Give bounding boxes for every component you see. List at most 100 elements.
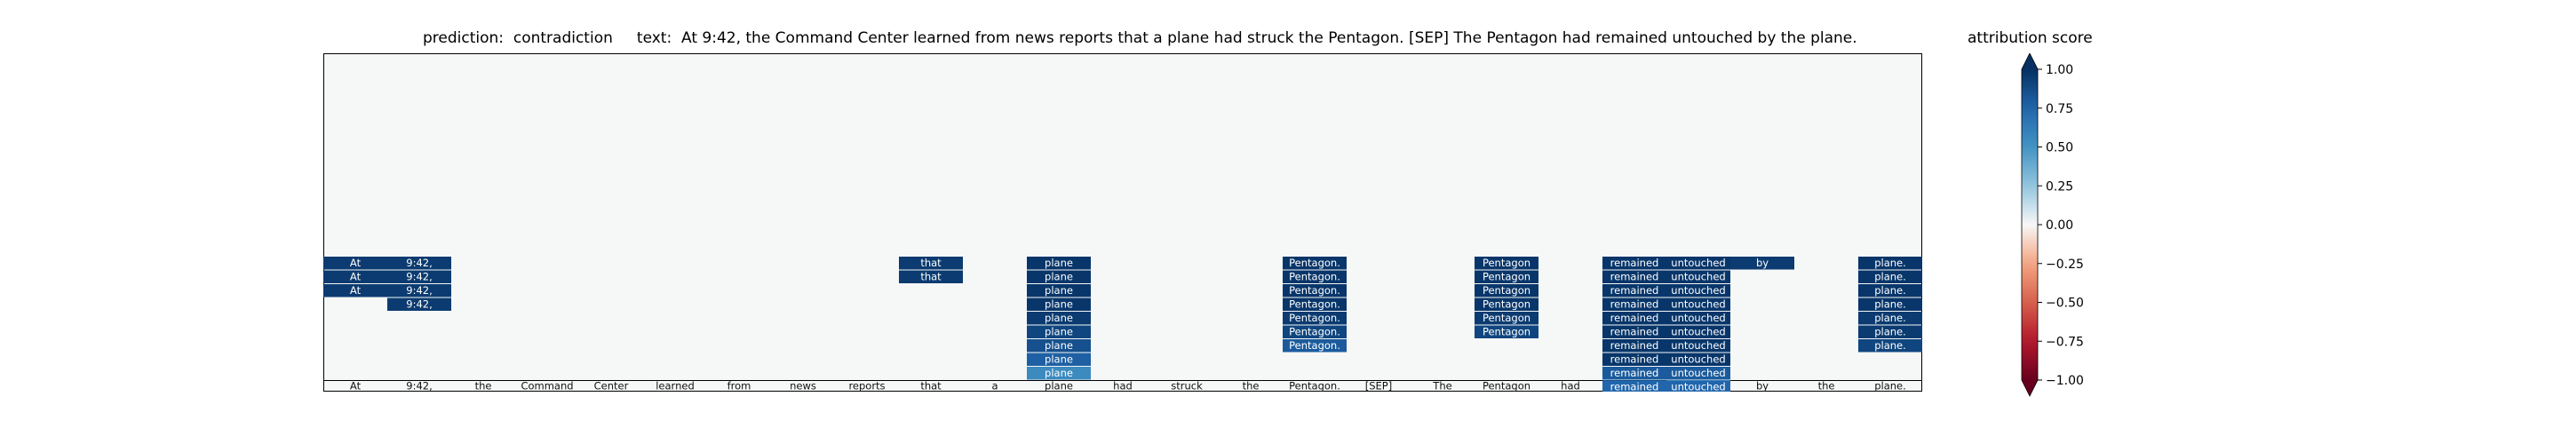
stack-cell-label-11-1: plane — [1045, 271, 1073, 283]
text-label: text: — [636, 29, 672, 47]
stack-cell-24-6 — [1858, 339, 1922, 353]
stack-cell-label-11-5: plane — [1045, 326, 1073, 338]
stack-cell-21-7 — [1666, 353, 1730, 366]
stack-cell-21-8 — [1666, 367, 1730, 380]
stack-cell-label-20-4: remained — [1610, 312, 1659, 324]
token-label-9-that: that — [920, 380, 942, 392]
token-label-8-reports: reports — [848, 380, 885, 392]
colorbar-tick-label-5: −0.25 — [2046, 258, 2084, 272]
stack-cell-24-1 — [1858, 270, 1922, 283]
stack-cell-15-2 — [1283, 284, 1347, 297]
stack-cell-24-2 — [1858, 284, 1922, 297]
stack-cell-label-18-4: Pentagon — [1483, 312, 1530, 324]
stack-cell-label-1-2: 9:42, — [406, 284, 432, 297]
stack-cell-label-21-4: untouched — [1671, 312, 1725, 324]
stack-cell-20-5 — [1602, 325, 1666, 338]
stack-cell-21-5 — [1666, 325, 1730, 338]
stack-cell-label-20-6: remained — [1610, 339, 1659, 352]
stack-cell-20-3 — [1602, 297, 1666, 311]
stack-cell-label-9-1: that — [920, 271, 942, 283]
colorbar-min-extend — [2022, 380, 2038, 396]
stack-cell-label-9-0: that — [920, 257, 942, 269]
stack-cell-label-21-7: untouched — [1671, 353, 1725, 366]
stack-cell-21-2 — [1666, 284, 1730, 297]
colorbar-tick-label-2: 0.50 — [2046, 141, 2073, 155]
token-label-19-had: had — [1561, 380, 1580, 392]
token-label-17-the: The — [1432, 380, 1451, 392]
token-label-10-a: a — [991, 380, 998, 392]
colorbar-tick-label-6: −0.50 — [2046, 297, 2084, 311]
colorbar-tick-label-1: 0.75 — [2046, 102, 2073, 116]
stack-cell-1-3 — [387, 297, 451, 311]
colorbar-gradient — [2022, 69, 2038, 380]
stack-cell-label-18-5: Pentagon — [1483, 326, 1530, 338]
stack-cell-label-20-1: remained — [1610, 271, 1659, 283]
stack-cell-15-0 — [1283, 257, 1347, 270]
stack-cell-20-7 — [1602, 353, 1666, 366]
token-label-15-pentagon: Pentagon. — [1289, 380, 1340, 392]
stack-cell-label-22-0: by — [1756, 257, 1769, 269]
stack-cell-label-11-4: plane — [1045, 312, 1073, 324]
stack-cell-label-15-0: Pentagon. — [1289, 257, 1340, 269]
colorbar-tick-label-3: 0.25 — [2046, 179, 2073, 194]
stack-cell-15-6 — [1283, 339, 1347, 353]
stack-cell-18-2 — [1475, 284, 1538, 297]
colorbar-tick-label-7: −0.75 — [2046, 335, 2084, 349]
stack-cell-label-15-5: Pentagon. — [1289, 326, 1340, 338]
token-label-12-had: had — [1113, 380, 1133, 392]
stack-cell-20-9 — [1602, 380, 1666, 392]
stack-cell-20-2 — [1602, 284, 1666, 297]
stack-cell-21-3 — [1666, 297, 1730, 311]
prediction-label: prediction: — [423, 29, 505, 47]
stack-cell-label-21-3: untouched — [1671, 298, 1725, 311]
stack-cell-label-11-8: plane — [1045, 367, 1073, 379]
stack-cell-label-11-6: plane — [1045, 339, 1073, 352]
token-label-13-struck: struck — [1171, 380, 1203, 392]
stack-cell-18-5 — [1475, 325, 1538, 338]
token-label-4-center: Center — [594, 380, 629, 392]
token-label-5-learned: learned — [656, 380, 695, 392]
stack-cell-label-21-8: untouched — [1671, 367, 1725, 379]
stack-cell-9-1 — [899, 270, 963, 283]
chart-title: prediction: contradiction text: At 9:42,… — [423, 29, 1857, 47]
stack-cell-label-24-4: plane. — [1874, 312, 1906, 324]
stack-cell-label-24-0: plane. — [1874, 257, 1906, 269]
stack-cell-21-6 — [1666, 339, 1730, 353]
stack-cell-15-4 — [1283, 312, 1347, 325]
stack-cell-label-21-5: untouched — [1671, 326, 1725, 338]
stack-cell-11-4 — [1027, 312, 1091, 325]
stack-cell-label-20-3: remained — [1610, 298, 1659, 311]
stack-cell-label-18-2: Pentagon — [1483, 284, 1530, 297]
stack-cell-18-0 — [1475, 257, 1538, 270]
token-label-14-the: the — [1243, 380, 1260, 392]
stack-cell-11-6 — [1027, 339, 1091, 353]
stack-cell-label-1-0: 9:42, — [406, 257, 432, 269]
stack-cell-label-20-5: remained — [1610, 326, 1659, 338]
token-label-18-pentagon: Pentagon — [1483, 380, 1530, 392]
stack-cell-label-15-4: Pentagon. — [1289, 312, 1340, 324]
stack-cell-20-1 — [1602, 270, 1666, 283]
token-label-23-the: the — [1818, 380, 1835, 392]
stack-cell-label-15-6: Pentagon. — [1289, 339, 1340, 352]
stack-cell-18-1 — [1475, 270, 1538, 283]
colorbar-title: attribution score — [1968, 29, 2093, 47]
stack-cell-label-15-3: Pentagon. — [1289, 298, 1340, 311]
colorbar: 1.00 0.75 0.50 0.25 0.00 −0.25 −0.50 −0.75 −1.00 — [2021, 53, 2084, 397]
stack-cell-1-1 — [387, 270, 451, 283]
stack-cell-label-0-1: At — [350, 271, 362, 283]
stack-cell-24-3 — [1858, 297, 1922, 311]
stack-cell-22-0 — [1730, 257, 1794, 270]
stack-cell-label-21-0: untouched — [1671, 257, 1725, 269]
stack-cell-24-4 — [1858, 312, 1922, 325]
stack-cell-1-2 — [387, 284, 451, 297]
stack-cell-label-21-1: untouched — [1671, 271, 1725, 283]
stack-cell-label-11-3: plane — [1045, 298, 1073, 311]
stack-cell-label-20-0: remained — [1610, 257, 1659, 269]
token-label-24-plane: plane. — [1874, 380, 1906, 392]
token-label-2-the: the — [475, 380, 492, 392]
stack-cell-label-15-1: Pentagon. — [1289, 271, 1340, 283]
stack-cell-20-4 — [1602, 312, 1666, 325]
stack-cell-0-0 — [323, 257, 387, 270]
stack-cell-11-5 — [1027, 325, 1091, 338]
stack-cell-label-11-0: plane — [1045, 257, 1073, 269]
